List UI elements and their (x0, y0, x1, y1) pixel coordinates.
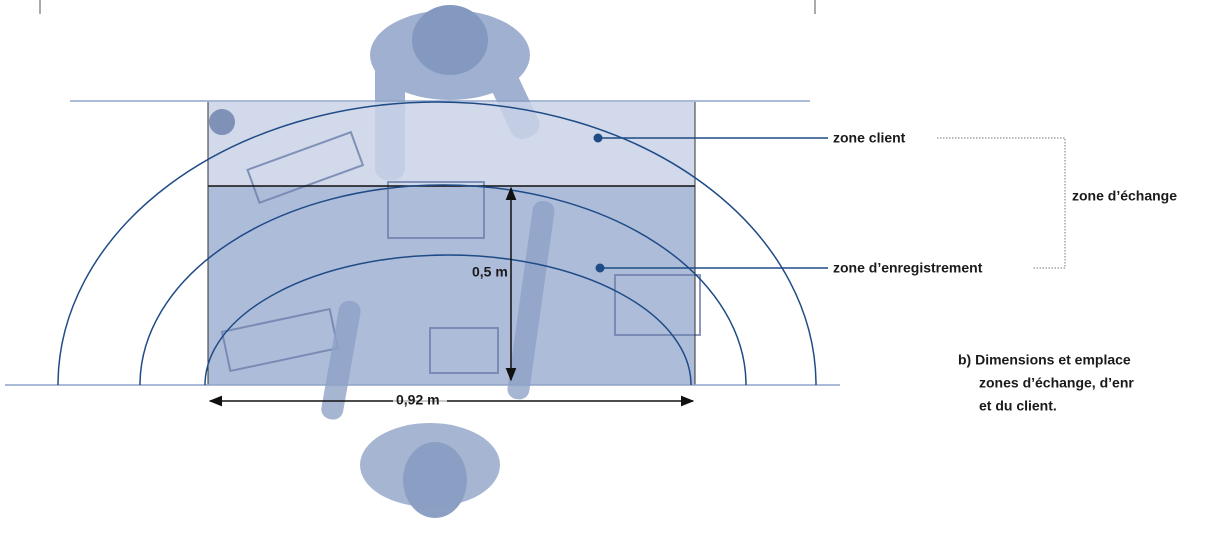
employee-figure (321, 200, 555, 518)
depth-label: 0,5 m (472, 264, 508, 280)
zone-client-label: zone client (833, 130, 906, 146)
caption-line: et du client. (979, 398, 1057, 414)
zone-echange-label: zone d’échange (1072, 188, 1177, 204)
zone-enregistrement-label: zone d’enregistrement (833, 260, 983, 276)
label-bg (393, 392, 447, 410)
caption-line: b) Dimensions et emplace (958, 352, 1131, 368)
zone-client-area (208, 102, 695, 186)
bracket (937, 137, 1066, 269)
reach-arcs (57, 101, 817, 386)
caption-line: zones d’échange, d’enr (979, 375, 1134, 391)
width-label: 0,92 m (396, 392, 440, 408)
